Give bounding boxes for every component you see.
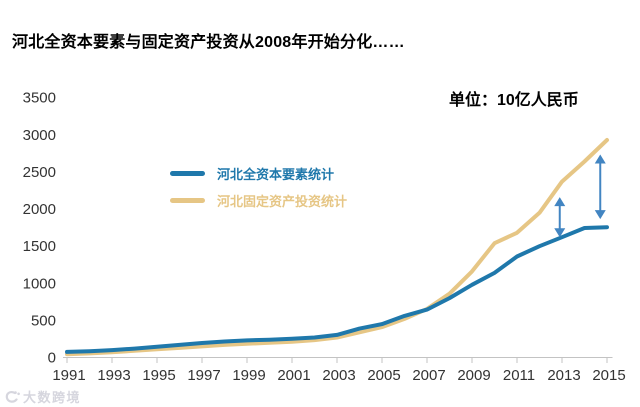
- y-tick-label: 2500: [23, 164, 56, 181]
- y-tick-label: 0: [48, 350, 56, 367]
- x-tick-label: 1997: [187, 367, 220, 384]
- legend-swatch-capital-factors: [170, 171, 205, 176]
- unit-label: 单位：10亿人民币: [449, 92, 579, 109]
- y-tick-label: 1000: [23, 275, 56, 292]
- y-tick-label: 500: [31, 312, 56, 329]
- legend: 河北全资本要素统计 河北固定资产投资统计: [170, 160, 347, 214]
- x-tick-label: 2005: [367, 367, 400, 384]
- watermark: 大数跨境: [4, 387, 81, 406]
- x-tick-label: 2007: [412, 367, 445, 384]
- gap-arrow-head-down: [554, 228, 566, 238]
- legend-item-fixed-investment: 河北固定资产投资统计: [170, 187, 347, 214]
- legend-label-capital-factors: 河北全资本要素统计: [217, 167, 335, 182]
- x-tick-label: 2013: [547, 367, 580, 384]
- x-tick-label: 1993: [97, 367, 130, 384]
- watermark-text: 大数跨境: [23, 390, 82, 405]
- gap-arrow-head-up: [594, 154, 606, 164]
- x-tick-label: 1991: [52, 367, 85, 384]
- x-tick-label: 2009: [457, 367, 490, 384]
- y-tick-label: 3000: [23, 127, 56, 144]
- watermark-logo-icon: [4, 390, 20, 404]
- legend-item-capital-factors: 河北全资本要素统计: [170, 160, 347, 187]
- x-tick-label: 1999: [232, 367, 265, 384]
- y-tick-label: 1500: [23, 238, 56, 255]
- gap-arrow-head-up: [554, 197, 566, 207]
- x-tick-label: 2015: [592, 367, 625, 384]
- x-tick-label: 2011: [503, 367, 535, 384]
- x-tick-label: 1995: [142, 367, 175, 384]
- y-tick-label: 2000: [23, 201, 56, 218]
- legend-swatch-fixed-investment: [170, 198, 205, 203]
- legend-label-fixed-investment: 河北固定资产投资统计: [217, 194, 348, 209]
- series-line-capital-factors: [65, 225, 609, 354]
- x-tick-label: 2001: [277, 367, 310, 384]
- series-line-fixed-investment: [65, 138, 609, 357]
- x-tick-label: 2003: [322, 367, 355, 384]
- chart-title: 河北全资本要素与固定资产投资从2008年开始分化……: [12, 34, 405, 51]
- y-tick-label: 3500: [23, 90, 56, 107]
- gap-arrow-head-down: [594, 210, 606, 220]
